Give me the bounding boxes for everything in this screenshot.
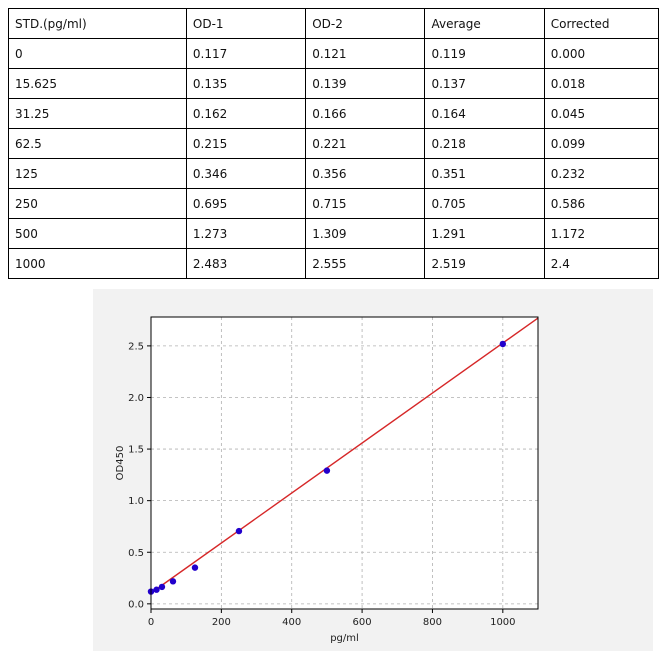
table-cell: 0.117: [185, 38, 307, 69]
fit-line-layer: [150, 317, 539, 594]
y-tick-label: 1.0: [128, 496, 144, 507]
table-cell: 0.137: [424, 68, 545, 99]
data-point: [499, 340, 507, 348]
axis-ticks: 0 200 400 600 800 1000 0.0 0.5 1.0 1.5 2.0 2.5: [128, 341, 515, 628]
data-point: [158, 583, 166, 591]
table-cell: 1000: [8, 248, 187, 279]
table-cell: 0.135: [185, 68, 307, 99]
table-cell: 2.555: [305, 248, 426, 279]
table-cell: 125: [8, 158, 187, 189]
table-row: 0 0.117 0.121 0.119 0.000: [8, 38, 660, 69]
y-tick-label: 1.5: [128, 445, 144, 456]
table-cell: 0.099: [543, 128, 660, 159]
table-cell: 0.166: [305, 98, 426, 129]
table-cell: 2.519: [424, 248, 545, 279]
table-row: 250 0.695 0.715 0.705 0.586: [8, 188, 660, 219]
table-cell: 500: [8, 218, 187, 249]
x-tick-label: 1000: [490, 617, 515, 628]
table-cell: 0.119: [424, 38, 545, 69]
table-cell: 0.121: [305, 38, 426, 69]
table-row: 1000 2.483 2.555 2.519 2.4: [8, 248, 660, 279]
table-row: 62.5 0.215 0.221 0.218 0.099: [8, 128, 660, 159]
x-tick-label: 400: [282, 617, 301, 628]
table-cell: 0.715: [305, 188, 426, 219]
table-cell: 0.586: [543, 188, 660, 219]
table-cell: 0.164: [424, 98, 545, 129]
chart-svg: 0 200 400 600 800 1000 0.0 0.5 1.0 1.5 2.0 2.5 pg/m…: [115, 316, 539, 644]
table-cell: 0.346: [185, 158, 307, 189]
grid-lines: [150, 317, 538, 609]
plot-area: [151, 317, 538, 609]
table-cell: 0.221: [305, 128, 426, 159]
table-cell: 1.309: [305, 218, 426, 249]
table-cell: 2.483: [185, 248, 307, 279]
data-point: [323, 467, 331, 474]
table-cell: 0: [8, 38, 187, 69]
table-cell: 31.25: [8, 98, 187, 129]
table-row: 125 0.346 0.356 0.351 0.232: [8, 158, 660, 189]
table-cell: 0.162: [185, 98, 307, 129]
y-tick-label: 2.5: [128, 341, 144, 352]
table-cell: 0.215: [185, 128, 307, 159]
data-point: [169, 578, 177, 585]
table-cell: 0.045: [543, 98, 660, 129]
table-cell: 2.4: [543, 248, 660, 279]
table-cell: 1.172: [543, 218, 660, 249]
table-header-row: STD.(pg/ml) OD-1 OD-2 Average Corrected: [8, 8, 660, 39]
table-cell: 0.218: [424, 128, 545, 159]
table-cell: 0.000: [543, 38, 660, 69]
header-average: Average: [424, 8, 545, 39]
x-tick-label: 200: [212, 617, 231, 628]
y-tick-label: 0.5: [128, 548, 144, 559]
table-cell: 1.273: [185, 218, 307, 249]
header-od2: OD-2: [305, 8, 426, 39]
table-cell: 250: [8, 188, 187, 219]
data-point: [153, 586, 160, 593]
data-points: [147, 340, 507, 595]
table-cell: 0.018: [543, 68, 660, 99]
table-cell: 0.351: [424, 158, 545, 189]
table-cell: 62.5: [8, 128, 187, 159]
table-cell: 1.291: [424, 218, 545, 249]
table-cell: 0.139: [305, 68, 426, 99]
standard-curve-table: STD.(pg/ml) OD-1 OD-2 Average Corrected …: [8, 8, 660, 279]
standard-curve-chart: 0 200 400 600 800 1000 0.0 0.5 1.0 1.5 2.0 2.5 pg/m…: [93, 289, 653, 651]
header-corrected: Corrected: [543, 8, 660, 39]
x-tick-label: 600: [353, 617, 372, 628]
table-row: 31.25 0.162 0.166 0.164 0.045: [8, 98, 660, 129]
table-cell: 0.695: [185, 188, 307, 219]
data-point: [235, 527, 243, 535]
table-cell: 0.356: [305, 158, 426, 189]
x-axis-label: pg/ml: [330, 633, 359, 644]
y-tick-label: 0.0: [128, 599, 144, 610]
header-od1: OD-1: [185, 8, 307, 39]
y-tick-label: 2.0: [128, 393, 144, 404]
y-axis-label: OD450: [115, 446, 126, 481]
table-cell: 15.625: [8, 68, 187, 99]
fit-line: [150, 317, 539, 594]
x-tick-label: 0: [148, 617, 154, 628]
table-cell: 0.232: [543, 158, 660, 189]
header-std: STD.(pg/ml): [8, 8, 187, 39]
table-cell: 0.705: [424, 188, 545, 219]
x-tick-label: 800: [423, 617, 442, 628]
table-row: 500 1.273 1.309 1.291 1.172: [8, 218, 660, 249]
table-row: 15.625 0.135 0.139 0.137 0.018: [8, 68, 660, 99]
plot-frame: [150, 316, 539, 610]
data-point: [191, 564, 199, 571]
